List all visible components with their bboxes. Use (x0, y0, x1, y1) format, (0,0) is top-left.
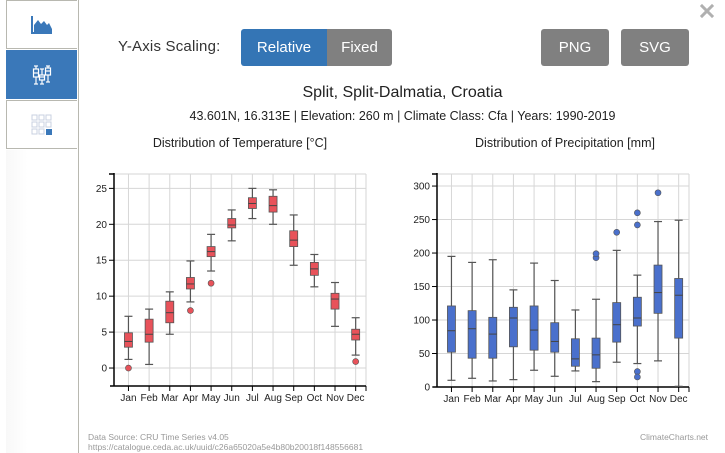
box-jun (227, 218, 237, 229)
box-oct (632, 296, 642, 327)
x-tick-label: Mar (161, 393, 179, 404)
data-source: Data Source: CRU Time Series v4.05 https… (88, 432, 363, 452)
area-chart-icon (30, 15, 54, 35)
x-tick-label: Aug (587, 394, 605, 405)
box-apr (509, 306, 518, 348)
box-mar (488, 316, 498, 359)
outlier-point (207, 279, 215, 287)
y-tick-label: 150 (413, 282, 430, 293)
x-tick-label: Jul (569, 394, 582, 405)
sidebar-background (6, 150, 78, 453)
y-tick-label: 50 (419, 349, 431, 360)
y-tick-label: 25 (96, 184, 108, 195)
x-tick-label: Apr (506, 394, 522, 405)
x-tick-label: Feb (140, 393, 158, 404)
y-tick-label: 300 (413, 182, 430, 193)
outlier-point (613, 228, 621, 236)
outlier-point (125, 364, 132, 372)
x-tick-label: Apr (183, 393, 199, 404)
sidebar-tab-climate-chart[interactable] (6, 0, 77, 49)
box-sep (612, 302, 622, 343)
box-jan (447, 305, 456, 353)
data-source-url[interactable]: https://catalogue.ceda.ac.uk/uuid/c26a65… (88, 442, 364, 452)
box-jul (570, 338, 580, 367)
temperature-boxplot-chart: 0 5 10 15 20 25 Jan Feb Mar Apr May Jun Jul Aug Sep Oct… (96, 173, 367, 404)
x-tick-label: Nov (326, 393, 344, 404)
x-tick-label: Jan (120, 393, 136, 404)
data-source-name: Data Source: CRU Time Series v4.05 (88, 432, 229, 442)
location-subtitle: 43.601N, 16.313E | Elevation: 260 m | Cl… (189, 109, 616, 123)
x-tick-label: Jun (547, 394, 563, 405)
precipitation-chart-title: Distribution of Precipitation [mm] (475, 136, 655, 150)
y-tick-label: 20 (96, 220, 108, 231)
box-aug (591, 337, 601, 369)
x-tick-label: May (202, 393, 221, 404)
box-dec (674, 278, 684, 339)
grid-icon (31, 114, 53, 136)
box-nov (653, 264, 663, 314)
fixed-button[interactable]: Fixed (327, 29, 392, 66)
box-aug (268, 195, 278, 213)
x-tick-label: Dec (347, 393, 365, 404)
x-tick-label: Feb (463, 394, 481, 405)
svg-download-button[interactable]: SVG (621, 29, 689, 66)
x-tick-label: Jul (246, 393, 259, 404)
x-tick-label: Dec (670, 394, 688, 405)
box-feb (144, 318, 154, 343)
box-may (529, 305, 539, 351)
y-axis-scaling-label: Y-Axis Scaling: (118, 38, 221, 55)
x-tick-label: Sep (285, 393, 303, 404)
x-tick-label: Jun (224, 393, 240, 404)
outlier-point (187, 307, 194, 314)
y-tick-label: 0 (101, 364, 107, 375)
x-tick-label: Nov (649, 394, 667, 405)
precipitation-boxplot-chart: 0 50 100 150 200 250 300 Jan Feb Mar Apr May Jun Jul A… (413, 173, 690, 405)
box-nov (330, 292, 340, 310)
outlier-point (352, 358, 359, 365)
temperature-chart-title: Distribution of Temperature [°C] (152, 136, 328, 150)
relative-button[interactable]: Relative (241, 29, 327, 66)
sidebar-tab-boxplot[interactable] (6, 50, 77, 99)
x-tick-label: Oct (630, 394, 646, 405)
outlier-point (592, 250, 600, 258)
x-tick-label: May (525, 394, 544, 405)
close-icon[interactable] (699, 3, 715, 19)
box-jun (550, 322, 560, 353)
sidebar (6, 0, 79, 453)
x-tick-label: Jan (443, 394, 459, 405)
box-mar (165, 300, 175, 324)
y-tick-label: 5 (101, 328, 107, 339)
outlier-point (634, 209, 641, 217)
y-tick-label: 10 (96, 292, 108, 303)
box-feb (467, 310, 477, 359)
box-jan (124, 332, 133, 348)
box-apr (186, 277, 195, 290)
x-tick-label: Aug (264, 393, 282, 404)
y-tick-label: 250 (413, 215, 430, 226)
outlier-point (654, 189, 662, 197)
boxplot-icon (31, 64, 53, 86)
box-sep (289, 230, 299, 247)
png-download-button[interactable]: PNG (541, 29, 609, 66)
y-tick-label: 100 (413, 316, 430, 327)
y-axis-scaling-toggle: Relative Fixed (241, 29, 392, 66)
brand-link[interactable]: ClimateCharts.net (640, 432, 709, 442)
sidebar-tab-grid[interactable] (6, 100, 77, 149)
y-tick-label: 200 (413, 249, 430, 260)
outlier-point (634, 221, 641, 229)
x-tick-label: Oct (307, 393, 323, 404)
y-tick-label: 0 (424, 383, 430, 394)
y-tick-label: 15 (96, 256, 108, 267)
location-title: Split, Split-Dalmatia, Croatia (302, 84, 503, 101)
x-tick-label: Mar (484, 394, 502, 405)
x-tick-label: Sep (608, 394, 626, 405)
outlier-point (634, 373, 641, 381)
